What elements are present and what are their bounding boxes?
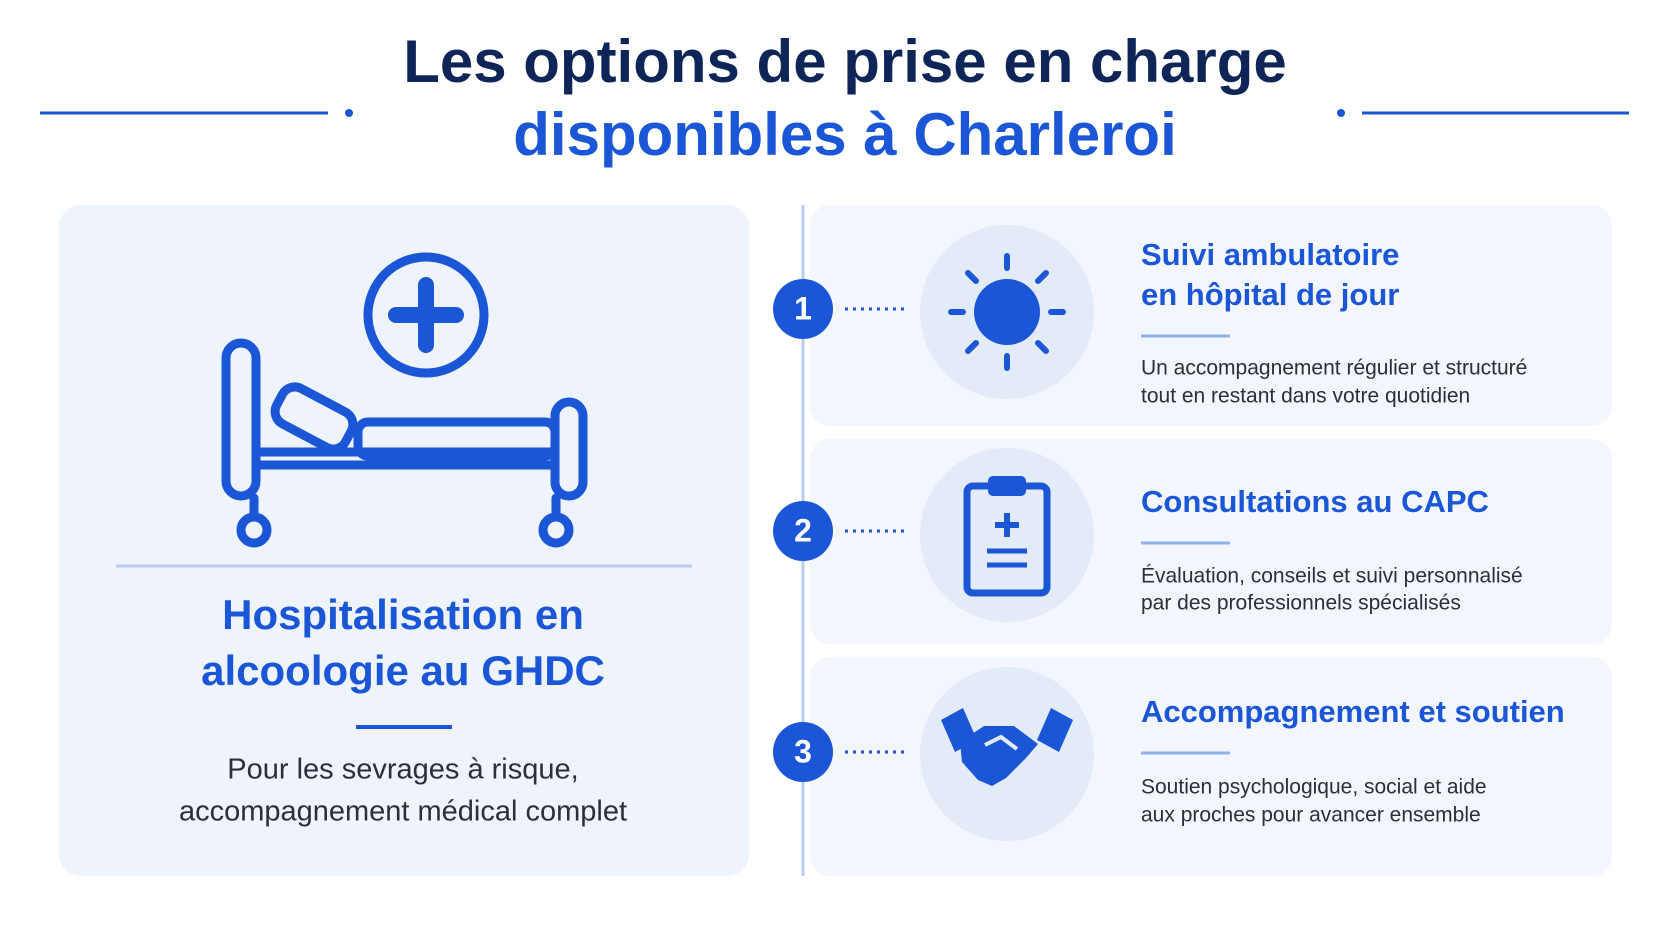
option-description: par des professionnels spécialisés xyxy=(1141,592,1461,615)
option-description: Soutien psychologique, social et aide xyxy=(1141,776,1487,799)
bed-icon xyxy=(221,252,588,548)
option-title: Consultations au CAPC xyxy=(1141,484,1489,519)
option-description: aux proches pour avancer ensemble xyxy=(1141,804,1481,827)
handshake-icon xyxy=(920,667,1094,841)
option-title: en hôpital de jour xyxy=(1141,277,1399,312)
sun-icon xyxy=(920,225,1094,399)
title: Les options de prise en charge xyxy=(403,28,1287,95)
title-rules xyxy=(40,109,1629,117)
main-description: accompagnement médical complet xyxy=(179,796,627,828)
main-title: alcoologie au GHDC xyxy=(201,647,605,694)
option-description: Évaluation, conseils et suivi personnali… xyxy=(1141,565,1523,588)
option-number: 1 xyxy=(794,290,812,326)
option-description: tout en restant dans votre quotidien xyxy=(1141,385,1470,408)
main-title: Hospitalisation en xyxy=(222,591,584,638)
option-description: Un accompagnement régulier et structuré xyxy=(1141,357,1527,380)
main-card xyxy=(59,205,749,876)
option-title: Suivi ambulatoire xyxy=(1141,237,1399,272)
main-description: Pour les sevrages à risque, xyxy=(227,754,578,786)
number-badges xyxy=(773,279,907,782)
clipboard-icon xyxy=(920,448,1094,622)
option-number: 2 xyxy=(794,512,812,548)
option-title: Accompagnement et soutien xyxy=(1141,694,1565,729)
title: disponibles à Charleroi xyxy=(513,101,1177,168)
option-number: 3 xyxy=(794,733,812,769)
